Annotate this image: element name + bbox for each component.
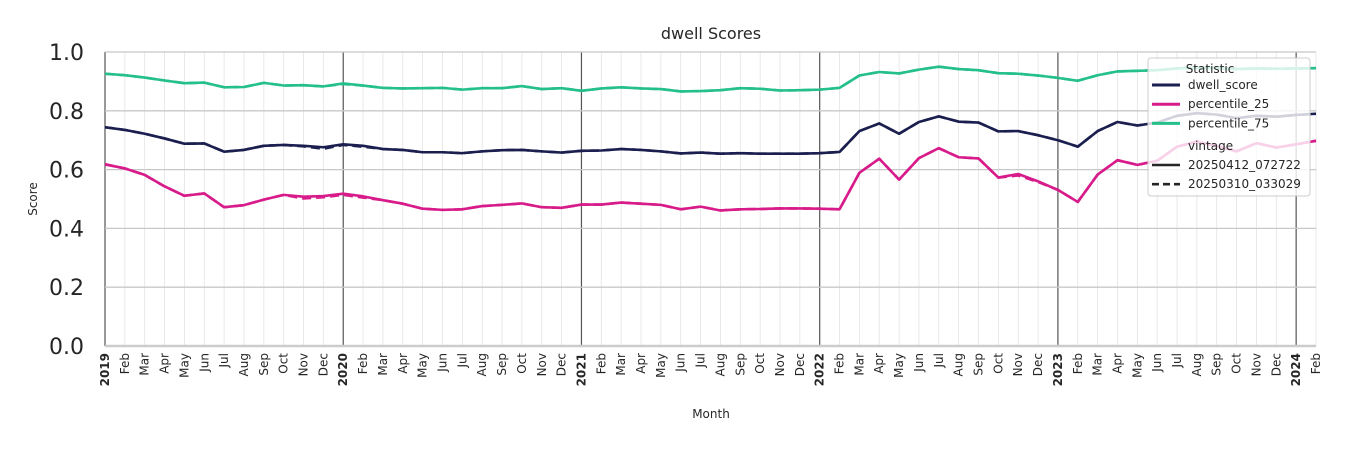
x-tick-label: Oct xyxy=(991,353,1005,374)
y-tick-label: 0.6 xyxy=(49,159,84,184)
x-tick-label: Aug xyxy=(713,353,727,376)
grid-layer xyxy=(104,51,1317,348)
series-layer xyxy=(104,65,1317,212)
x-tick-label: Apr xyxy=(1110,353,1124,374)
y-tick-labels: 0.0 0.2 0.4 0.6 0.8 1.0 xyxy=(49,41,84,360)
x-tick-label: Apr xyxy=(158,353,172,374)
x-tick-label: 2024 xyxy=(1289,353,1303,386)
x-tick-label: Feb xyxy=(833,353,847,374)
x-tick-label: Jul xyxy=(1170,353,1184,368)
x-tick-label: Jun xyxy=(1150,353,1164,373)
x-tick-labels: 2019 Feb Mar Apr May Jun Jul Aug Sep Oct Nov Dec 202… xyxy=(98,353,1323,387)
x-tick-label: Dec xyxy=(1269,353,1283,376)
x-tick-label: Apr xyxy=(396,353,410,374)
series-line-percentile_25-20250412_072722 xyxy=(104,139,1317,212)
x-tick-label: Feb xyxy=(1309,353,1323,374)
x-tick-label: Mar xyxy=(614,353,628,376)
x-tick-label: Mar xyxy=(376,353,390,376)
x-tick-label: Sep xyxy=(495,353,509,376)
x-tick-label: May xyxy=(654,353,668,378)
x-tick-label: Oct xyxy=(515,353,529,374)
legend-header-statistic: Statistic xyxy=(1186,62,1235,76)
x-tick-label: Nov xyxy=(1249,353,1263,376)
x-tick-label: Oct xyxy=(753,353,767,374)
x-tick-label: May xyxy=(892,353,906,378)
x-tick-label: 2021 xyxy=(574,353,588,386)
series-line-percentile_25-20250310_033029 xyxy=(104,139,1317,212)
x-tick-label: Mar xyxy=(852,353,866,376)
x-tick-label: Apr xyxy=(634,353,648,374)
x-tick-label: Jul xyxy=(455,353,469,368)
x-tick-label: Aug xyxy=(1190,353,1204,376)
series-line-dwell_score-20250412_072722 xyxy=(104,111,1317,156)
x-tick-label: Feb xyxy=(356,353,370,374)
x-tick-label: Nov xyxy=(773,353,787,376)
x-tick-label: Sep xyxy=(257,353,271,376)
x-tick-label: Oct xyxy=(277,353,291,374)
y-tick-label: 1.0 xyxy=(49,41,84,66)
x-tick-label: Jun xyxy=(912,353,926,373)
y-tick-label: 0.0 xyxy=(49,335,84,360)
x-tick-label: Apr xyxy=(872,353,886,374)
y-tick-label: 0.8 xyxy=(49,100,84,125)
x-tick-label: Sep xyxy=(972,353,986,376)
x-tick-label: Nov xyxy=(535,353,549,376)
x-tick-label: Oct xyxy=(1230,353,1244,374)
x-tick-label: Jun xyxy=(674,353,688,373)
x-tick-label: Sep xyxy=(733,353,747,376)
y-tick-label: 0.4 xyxy=(49,217,84,242)
x-tick-label: Mar xyxy=(138,353,152,376)
legend-label-vintage: 20250412_072722 xyxy=(1188,158,1301,172)
y-axis-label: Score xyxy=(26,182,40,216)
x-axis-label: Month xyxy=(692,407,730,421)
legend-header-vintage: vintage xyxy=(1188,139,1233,153)
x-tick-label: 2020 xyxy=(336,353,350,386)
x-tick-label: Feb xyxy=(1071,353,1085,374)
x-tick-label: 2019 xyxy=(98,353,112,386)
x-tick-label: Jul xyxy=(217,353,231,368)
x-tick-label: May xyxy=(177,353,191,378)
x-tick-label: Nov xyxy=(297,353,311,376)
x-tick-label: May xyxy=(416,353,430,378)
x-tick-label: Dec xyxy=(316,353,330,376)
x-tick-label: Jul xyxy=(932,353,946,368)
x-tick-label: Dec xyxy=(793,353,807,376)
series-line-percentile_75-20250310_033029 xyxy=(104,65,1317,93)
x-tick-label: Aug xyxy=(475,353,489,376)
x-tick-label: Mar xyxy=(1091,353,1105,376)
x-tick-label: 2022 xyxy=(813,353,827,386)
legend-label-percentile_25: percentile_25 xyxy=(1188,97,1269,111)
x-tick-label: 2023 xyxy=(1051,353,1065,386)
x-tick-label: Dec xyxy=(555,353,569,376)
x-tick-label: Nov xyxy=(1011,353,1025,376)
legend: Statistic dwell_score percentile_25percent… xyxy=(1147,57,1311,197)
x-tick-label: Jul xyxy=(694,353,708,368)
x-tick-label: Dec xyxy=(1031,353,1045,376)
x-tick-label: Jun xyxy=(197,353,211,373)
legend-label-percentile_75: percentile_75 xyxy=(1188,116,1269,130)
legend-label-dwell_score: dwell_score xyxy=(1188,78,1258,92)
x-tick-label: Jun xyxy=(435,353,449,373)
x-tick-label: Feb xyxy=(594,353,608,374)
legend-label-vintage: 20250310_033029 xyxy=(1188,177,1301,191)
x-tick-label: May xyxy=(1130,353,1144,378)
legend-box xyxy=(1147,57,1311,197)
chart-title: dwell Scores xyxy=(661,24,761,43)
series-line-dwell_score-20250310_033029 xyxy=(104,111,1317,156)
x-tick-label: Feb xyxy=(118,353,132,374)
x-tick-label: Aug xyxy=(237,353,251,376)
x-tick-label: Aug xyxy=(952,353,966,376)
x-tick-label: Sep xyxy=(1210,353,1224,376)
y-tick-label: 0.2 xyxy=(49,276,84,301)
